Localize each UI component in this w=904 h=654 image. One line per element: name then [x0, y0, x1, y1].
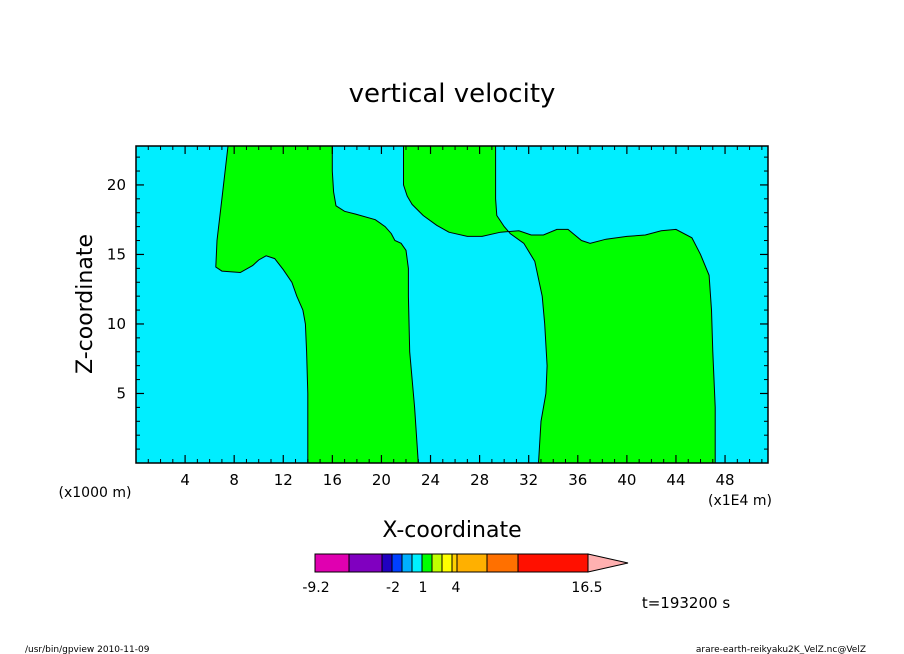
x-tick-label: 48 — [716, 471, 735, 489]
colorbar-segment — [314, 553, 350, 573]
y-axis-ticks: 5 10 15 20 — [107, 156, 768, 450]
colorbar-segment — [381, 553, 393, 573]
colorbar-segment — [451, 553, 458, 573]
colorbar-label: -9.2 — [302, 580, 329, 596]
plot-frame — [135, 145, 769, 464]
x-tick-label: 16 — [323, 471, 342, 489]
chart-title: vertical velocity — [349, 79, 556, 109]
colorbar-segment — [486, 553, 519, 573]
contour-regions — [215, 145, 716, 464]
colorbar-segment — [411, 553, 423, 573]
x-tick-label: 40 — [617, 471, 636, 489]
colorbar-segment — [441, 553, 453, 573]
x-unit-label-left: (x1000 m) — [59, 485, 132, 501]
colorbar-segment — [517, 553, 589, 573]
x-tick-label: 28 — [470, 471, 489, 489]
green-region-right — [403, 145, 716, 464]
x-tick-label: 32 — [519, 471, 538, 489]
time-label: t=193200 s — [642, 594, 730, 612]
x-tick-label: 8 — [229, 471, 239, 489]
colorbar-label: 4 — [452, 580, 461, 596]
y-tick-label: 15 — [107, 245, 126, 263]
colorbar-label: 16.5 — [571, 580, 602, 596]
x-axis-label: X-coordinate — [382, 518, 521, 543]
colorbar-segment — [456, 553, 488, 573]
x-tick-label: 12 — [274, 471, 293, 489]
x-tick-label: 24 — [421, 471, 440, 489]
colorbar-label: -2 — [386, 580, 400, 596]
footer-right: arare-earth-reikyaku2K_VelZ.nc@VelZ — [696, 645, 866, 654]
y-tick-label: 5 — [116, 384, 126, 402]
colorbar-segment — [431, 553, 443, 573]
x-tick-label: 4 — [180, 471, 190, 489]
y-axis-label: Z-coordinate — [73, 234, 98, 374]
colorbar-segment — [401, 553, 413, 573]
colorbar-segment — [348, 553, 383, 573]
x-unit-label-right: (x1E4 m) — [708, 493, 772, 509]
colorbar-segment — [421, 553, 433, 573]
colorbar: -9.2 -2 1 4 16.5 — [302, 553, 629, 596]
colorbar-label: 1 — [419, 580, 428, 596]
x-tick-label: 20 — [372, 471, 391, 489]
x-tick-label: 44 — [666, 471, 685, 489]
y-tick-label: 20 — [107, 176, 126, 194]
colorbar-segment — [391, 553, 403, 573]
x-axis-ticks: 4 8 12 16 20 24 28 32 36 40 44 48 — [147, 146, 763, 489]
x-tick-label: 36 — [568, 471, 587, 489]
colorbar-extension-arrow — [587, 553, 629, 573]
y-tick-label: 10 — [107, 315, 126, 333]
footer-left: /usr/bin/gpview 2010-11-09 — [25, 645, 150, 654]
